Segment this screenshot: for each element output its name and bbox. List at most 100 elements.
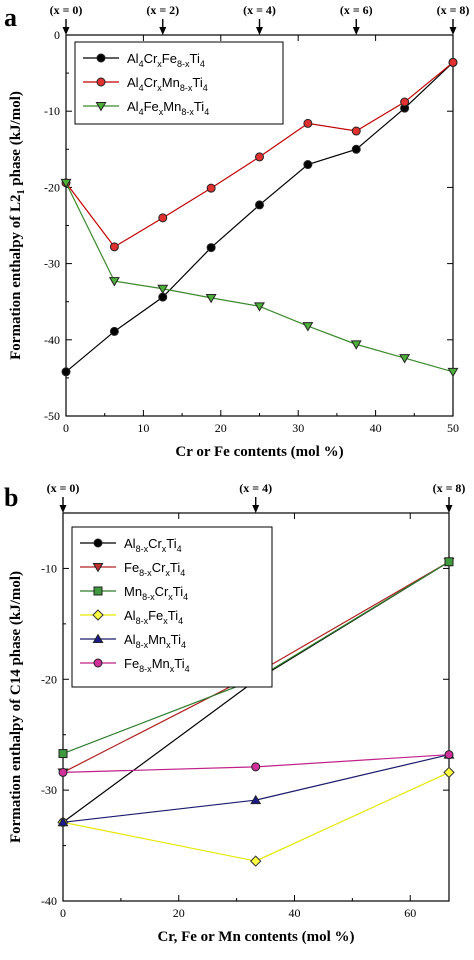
composition-marker-label: (x = 4): [243, 3, 276, 17]
x-tick-label: 40: [370, 421, 382, 435]
legend-entry: Al8-xMnxTi4: [80, 632, 186, 650]
x-tick-label: 30: [292, 421, 304, 435]
y-tick-label: -40: [41, 894, 57, 908]
y-tick-label: -50: [44, 409, 60, 423]
data-point: [400, 97, 410, 107]
data-point: [351, 144, 361, 154]
composition-arrow-head: [159, 27, 167, 35]
series-line: [65, 182, 454, 373]
legend: Al8-xCrxTi4 Fe8-xCrxTi4 Mn8-xCrxTi4 Al8-xFe…: [71, 526, 273, 688]
legend-entry: Fe8-xMnxTi4: [80, 656, 190, 674]
data-point: [206, 183, 216, 193]
data-point: [58, 767, 68, 777]
data-point: [109, 242, 119, 252]
y-tick-label: -20: [44, 180, 60, 194]
series-line: [62, 771, 450, 862]
data-point: [303, 118, 313, 128]
legend-entry: Fe8-xCrxTi4: [80, 560, 185, 578]
legend-label: Al4FexMn8-xTi4: [127, 99, 209, 117]
x-axis-label: Cr, Fe or Mn contents (mol %): [157, 929, 354, 945]
legend-label: Al8-xMnxTi4: [124, 632, 186, 650]
legend-marker: [92, 609, 104, 621]
composition-arrow-head: [352, 27, 360, 35]
y-tick-label: -30: [41, 783, 57, 797]
panel-a-chart: a 0 10 20 30 40 50 0 -10 -20 -30 -40 -50 Cr or Fe con…: [4, 3, 469, 460]
data-point: [157, 284, 169, 295]
y-tick-label: -10: [44, 104, 60, 118]
composition-marker-label: (x = 0): [47, 481, 80, 495]
y-tick-label: 0: [54, 28, 60, 42]
legend-entry: Mn8-xCrxTi4: [80, 584, 188, 602]
composition-marker-label: (x = 2): [146, 3, 179, 17]
legend-entry: Al8-xFexTi4: [80, 608, 183, 626]
y-axis-label: Formation enthalpy of C14 phase (kJ/mol): [8, 571, 24, 843]
y-tick-label: -40: [44, 333, 60, 347]
data-point: [254, 302, 265, 312]
data-point: [448, 57, 458, 67]
data-point: [158, 213, 168, 223]
x-tick-label: 50: [447, 421, 459, 435]
panel-letter: b: [4, 483, 18, 512]
data-point: [58, 749, 68, 759]
legend-entry: Al8-xCrxTi4: [80, 536, 182, 554]
composition-arrow-head: [256, 27, 263, 35]
legend-entry: Al4FexMn8-xTi4: [83, 99, 209, 117]
x-tick-label: 0: [63, 421, 69, 435]
x-tick-label: 20: [173, 906, 185, 920]
data-point: [444, 750, 454, 760]
composition-arrow-head: [62, 27, 70, 35]
data-point: [399, 354, 411, 364]
y-axis-label: Formation enthalpy of L21 phase (kJ/mol): [8, 91, 27, 360]
legend-marker: [96, 77, 106, 87]
data-point: [350, 340, 362, 350]
legend-marker: [92, 563, 104, 573]
data-point: [108, 277, 120, 287]
x-tick-label: 0: [60, 906, 66, 920]
x-tick-label: 40: [288, 906, 300, 920]
legend-entry: Al4CrxMn8-xTi4: [83, 75, 208, 93]
composition-marker-label: (x = 0): [50, 3, 83, 17]
legend-label: Al8-xFexTi4: [124, 608, 183, 626]
data-point: [61, 367, 71, 377]
legend-label: Fe8-xMnxTi4: [124, 656, 190, 674]
series-5: [57, 749, 455, 827]
series-3: [60, 178, 459, 378]
data-point: [447, 367, 459, 378]
data-point: [255, 152, 264, 162]
legend-marker: [93, 658, 103, 668]
data-point: [206, 243, 216, 253]
x-tick-label: 20: [215, 421, 227, 435]
x-tick-label: 10: [137, 421, 149, 435]
composition-arrow-head: [59, 505, 67, 513]
data-point: [444, 557, 454, 567]
data-point: [302, 322, 314, 332]
data-point: [109, 326, 119, 336]
data-point: [303, 160, 313, 170]
legend-marker: [92, 633, 104, 643]
data-point: [205, 293, 217, 304]
legend-label: Al4CrxMn8-xTi4: [127, 75, 208, 93]
data-point: [57, 816, 69, 827]
composition-marker-label: (x = 8): [433, 481, 466, 495]
data-point: [351, 126, 361, 136]
plot-frame: [62, 512, 450, 902]
legend-marker: [96, 53, 106, 63]
legend-marker: [95, 102, 107, 112]
legend-box: [74, 41, 284, 125]
composition-arrow-head: [252, 505, 260, 513]
y-tick-label: -10: [41, 561, 57, 575]
legend-label: Al8-xCrxTi4: [124, 536, 182, 554]
legend-box: [71, 526, 273, 688]
y-tick-label: -20: [41, 672, 57, 686]
legend-marker: [93, 538, 103, 548]
composition-marker-label: (x = 6): [340, 3, 373, 17]
panel-b-chart: b 0 20 40 60 -10 -20 -30 -40 Cr, Fe or Mn content…: [4, 481, 465, 945]
data-point: [255, 200, 264, 210]
panel-letter: a: [4, 3, 17, 32]
legend-label: Fe8-xCrxTi4: [124, 560, 185, 578]
data-point: [443, 766, 455, 779]
data-point: [158, 292, 168, 302]
x-axis-label: Cr or Fe contents (mol %): [175, 444, 343, 460]
legend-entry: Al4CrxFe8-xTi4: [83, 51, 205, 69]
